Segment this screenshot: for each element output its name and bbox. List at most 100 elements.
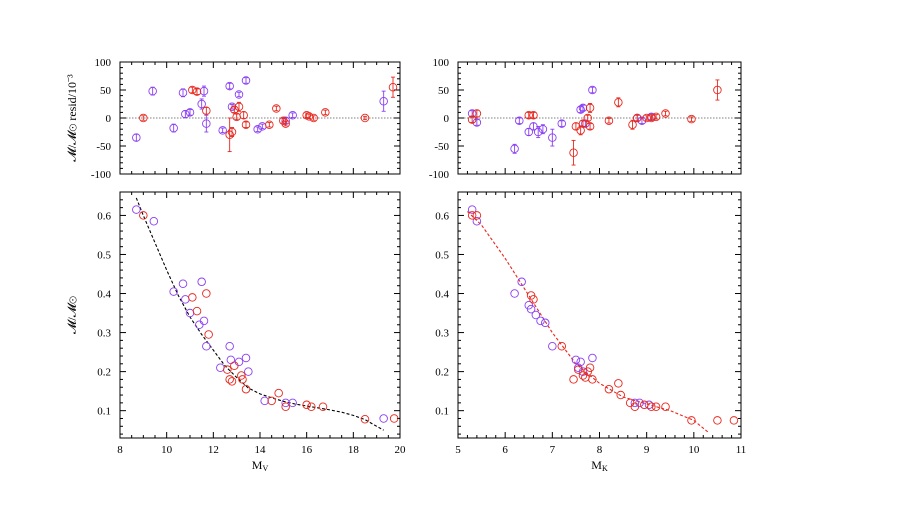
plot-frame [457,191,742,439]
data-point-red [188,293,197,302]
data-point-red [687,114,696,124]
x-tick-label: 16 [301,444,313,456]
y-axis-label: 𝓜/𝓜⊙ resid/10⁻³ [65,74,79,162]
data-point-purple [630,398,640,408]
y-tick-label: -50 [434,141,449,153]
x-tick-label: 11 [736,444,747,456]
data-point-red [279,116,288,126]
data-point-red [557,341,567,351]
data-point-red [524,110,534,120]
data-point-purple [218,126,227,135]
y-tick-label: 0.3 [97,328,111,340]
data-point-red [642,113,651,123]
data-point-purple [178,279,188,289]
data-point-red [227,377,237,386]
data-point-purple [379,414,388,423]
x-tick-label: 20 [395,444,407,456]
data-point-purple [169,287,178,296]
panel-mass_k: 5 6 7 8 9 10 11 0.6 0.5 0.4 0.3 0.2 0.1 MK [435,191,747,473]
data-point-red [225,130,234,140]
data-point-purple [526,304,536,314]
data-point-red [309,113,318,123]
data-point-red [234,102,244,112]
y-tick-label: 0.4 [97,289,111,301]
data-point-purple [510,144,519,154]
x-tick-label: 7 [550,444,556,456]
data-point-red [472,211,482,220]
data-point-purple [241,76,251,85]
data-point-red [574,365,583,374]
data-point-purple [533,127,543,137]
data-point-purple [510,289,519,298]
data-point-purple [548,341,557,351]
data-point-purple [181,109,190,119]
data-point-purple [517,277,526,287]
data-point-purple [548,133,557,142]
fit-curve [135,197,384,431]
data-point-purple [202,119,211,128]
y-tick-label: 100 [95,57,112,69]
data-point-purple [557,119,567,128]
y-tick-label: 0.2 [435,367,449,379]
y-tick-label: 0.5 [97,249,111,261]
x-tick-label: 14 [255,444,267,456]
data-point-purple [225,341,234,351]
data-point-red [713,416,722,425]
data-point-purple [260,396,269,406]
y-tick-label: 0.6 [435,210,449,222]
data-point-red [230,361,239,371]
data-point-red [472,109,482,118]
data-point-red [241,120,251,129]
data-point-purple [197,99,206,109]
x-tick-label: 10 [161,444,173,456]
panel-resid_k: 100 50 0 -50 -100 [429,57,742,181]
data-point-red [321,108,330,117]
data-point-red [625,398,635,408]
x-tick-label: 18 [348,444,360,456]
data-point-red [281,119,290,128]
data-point-purple [148,86,157,96]
data-point-red [307,402,316,412]
data-point-purple [149,217,159,226]
data-point-purple [234,357,244,367]
data-point-red [651,402,661,412]
data-point-red [467,115,477,124]
data-point-purple [132,205,141,214]
y-tick-label: 0.4 [435,289,449,301]
data-point-red [281,402,290,412]
data-point-red [265,120,274,129]
data-point-purple [197,277,206,287]
data-point-purple [226,355,236,365]
data-point-red [389,414,399,423]
data-point-purple [202,341,211,351]
data-point-red [192,87,202,96]
data-point-purple [225,81,234,91]
data-point-purple [253,124,262,134]
data-point-purple [281,398,290,408]
data-point-red [632,113,642,123]
y-tick-label: 0.3 [435,328,449,340]
data-point-red [647,113,656,123]
data-point-purple [234,90,244,99]
x-tick-label: 8 [597,444,603,456]
data-point-red [614,98,623,107]
data-point-purple [244,367,253,376]
data-point-purple [538,124,548,134]
data-point-purple [379,96,388,106]
data-point-red [241,384,251,394]
data-point-red [202,289,211,298]
data-point-red [640,400,649,410]
data-point-purple [169,123,178,133]
data-point-red [729,416,739,425]
data-point-red [223,365,232,374]
panel-resid_v: 100 50 0 -50 -100 𝓜/𝓜⊙ resid/10⁻³ [65,57,401,181]
data-point-purple [185,108,195,117]
data-point-purple [132,133,141,142]
x-tick-label: 8 [117,444,123,456]
data-point-purple [467,205,477,214]
data-point-red [225,375,234,384]
y-tick-label: -100 [429,169,450,181]
x-tick-label: 10 [688,444,700,456]
y-tick-label: 0.1 [97,406,111,418]
